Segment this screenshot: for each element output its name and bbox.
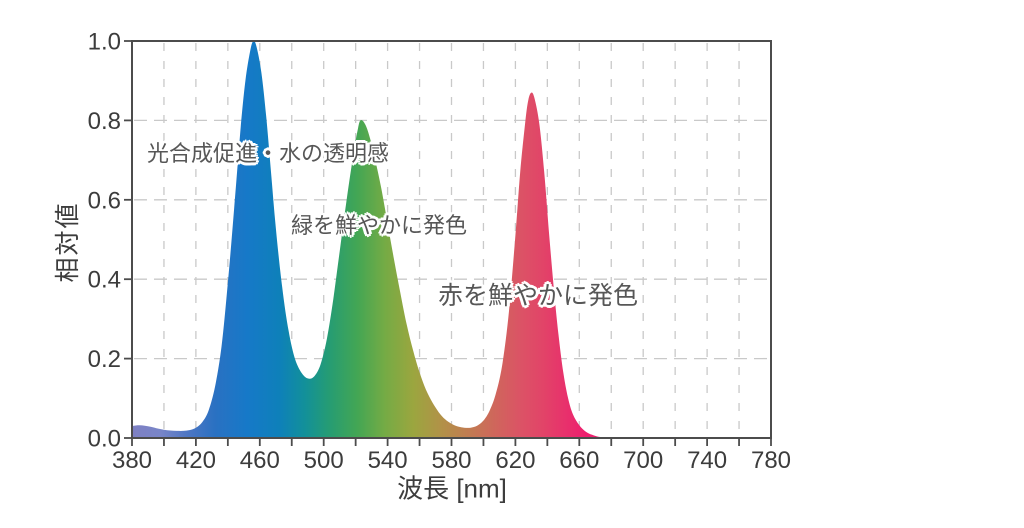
- y-tick-label: 0.4: [88, 267, 121, 294]
- x-tick-label: 380: [112, 447, 152, 474]
- annotation-blue-peak: 光合成促進・水の透明感: [147, 141, 390, 166]
- y-tick-label: 0.2: [88, 346, 121, 373]
- spectrum-area: [132, 40, 612, 438]
- x-tick-label: 700: [623, 447, 663, 474]
- x-tick-label: 580: [431, 447, 471, 474]
- x-tick-label: 780: [751, 447, 791, 474]
- x-tick-label: 460: [240, 447, 280, 474]
- y-tick-label: 0.6: [88, 187, 121, 214]
- plot-border: [131, 40, 772, 439]
- x-tick-label: 420: [176, 447, 216, 474]
- x-tick-label: 500: [304, 447, 344, 474]
- x-axis-title: 波長 [nm]: [397, 473, 507, 504]
- y-tick-label: 0.8: [88, 108, 121, 135]
- x-tick-label: 540: [368, 447, 408, 474]
- annotation-green-peak: 緑を鮮やかに発色: [291, 213, 468, 238]
- y-tick-label: 1.0: [88, 29, 121, 56]
- annotation-red-peak: 赤を鮮やかに発色: [438, 282, 639, 310]
- x-tick-label: 740: [687, 447, 727, 474]
- y-axis-title: 相対値: [54, 201, 82, 283]
- y-tick-label: 0.0: [88, 426, 121, 453]
- x-tick-label: 620: [495, 447, 535, 474]
- x-tick-label: 660: [559, 447, 599, 474]
